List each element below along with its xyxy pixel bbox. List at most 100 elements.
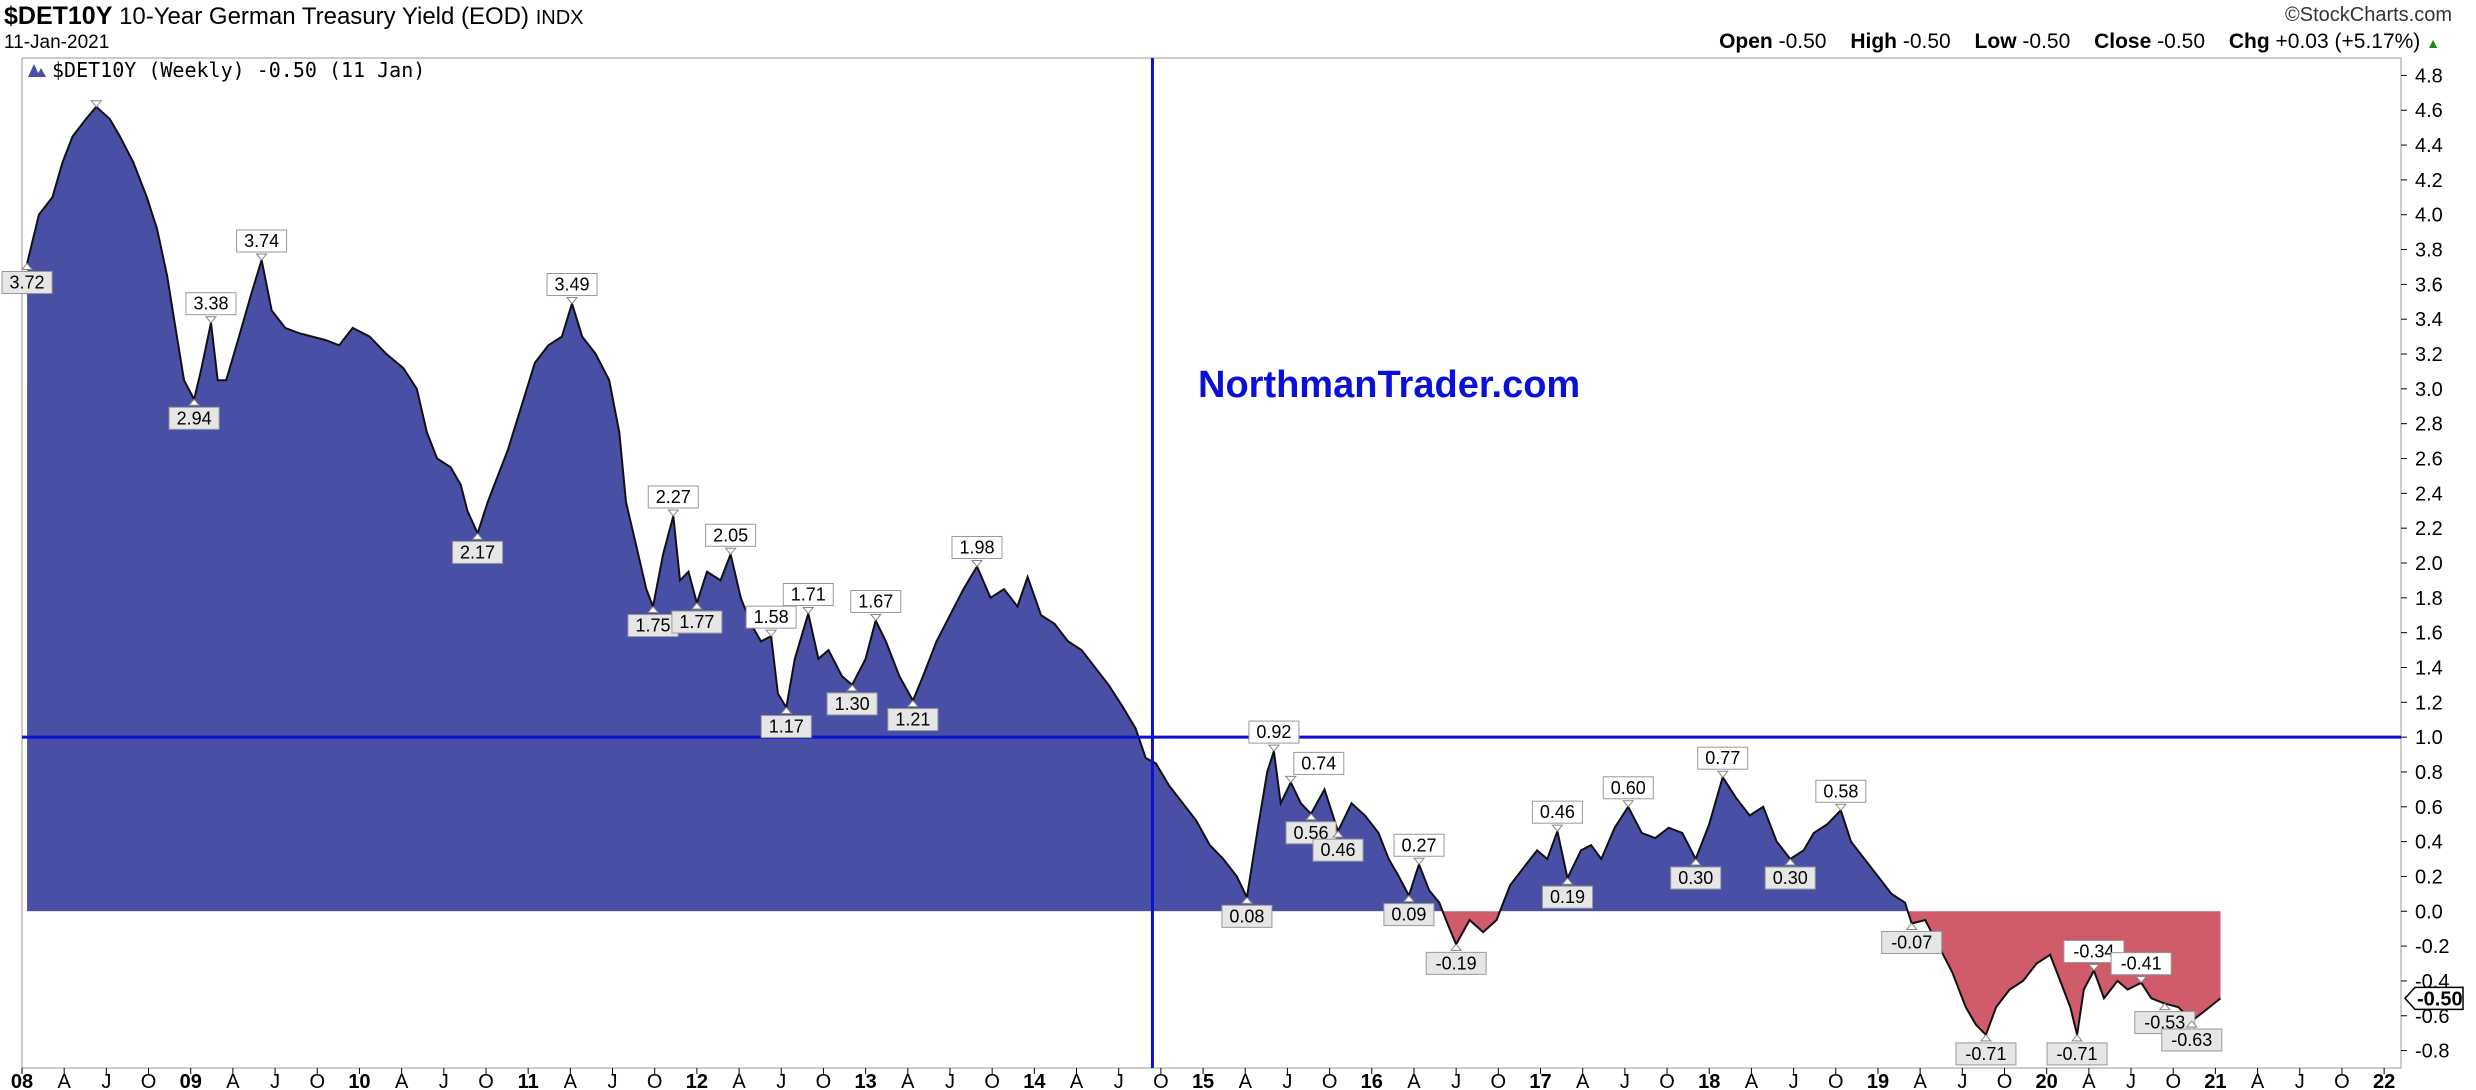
x-tick-label: A bbox=[732, 1071, 746, 1090]
label-box bbox=[2046, 1042, 2108, 1066]
x-tick-label: J bbox=[608, 1071, 618, 1090]
label-box bbox=[2161, 1028, 2223, 1052]
y-tick-label: 1.2 bbox=[2415, 692, 2443, 714]
x-tick-label: O bbox=[1322, 1071, 1338, 1090]
label-pointer bbox=[2087, 963, 2100, 972]
y-tick-label: -0.2 bbox=[2415, 936, 2449, 958]
label-text: 0.77 bbox=[1705, 748, 1740, 768]
data-label: 0.30 bbox=[1670, 858, 1722, 890]
label-text: 0.92 bbox=[1256, 722, 1291, 742]
label-text: 1.58 bbox=[754, 607, 789, 627]
chart-date: 11-Jan-2021 bbox=[4, 32, 110, 53]
x-tick-label: A bbox=[226, 1071, 240, 1090]
label-box bbox=[452, 540, 504, 564]
x-tick-label: 08 bbox=[11, 1071, 33, 1090]
y-tick-label: 2.4 bbox=[2415, 483, 2443, 505]
x-tick-label: O bbox=[816, 1071, 832, 1090]
data-label: -0.34 bbox=[2063, 939, 2125, 972]
label-box bbox=[826, 692, 878, 716]
ohlc-readout: Open -0.50 High -0.50 Low -0.50 Close -0… bbox=[1701, 30, 2440, 54]
legend: $DET10Y (Weekly) -0.50 (11 Jan) bbox=[28, 58, 425, 82]
negative-yield-area bbox=[27, 911, 2221, 1035]
open-value: -0.50 bbox=[1778, 30, 1827, 53]
positive-yield-area bbox=[27, 106, 1908, 912]
data-label: 1.17 bbox=[760, 706, 812, 739]
y-tick-label: 1.4 bbox=[2415, 657, 2443, 679]
label-box bbox=[951, 535, 1003, 559]
label-text: 0.27 bbox=[1402, 835, 1437, 855]
label-pointer bbox=[1622, 800, 1635, 808]
label-text: -0.34 bbox=[2073, 941, 2114, 961]
close-value: -0.50 bbox=[2157, 30, 2206, 53]
y-tick-label: 2.8 bbox=[2415, 414, 2443, 436]
data-label: -0.07 bbox=[1881, 922, 1943, 954]
x-tick-label: J bbox=[1789, 1071, 1799, 1090]
label-box bbox=[1285, 821, 1337, 845]
x-tick-label: O bbox=[1659, 1071, 1675, 1090]
data-label: 3.38 bbox=[185, 292, 237, 324]
label-text: 1.17 bbox=[769, 717, 804, 737]
x-tick-label: 21 bbox=[2204, 1071, 2226, 1090]
data-label: 2.17 bbox=[452, 532, 504, 564]
high-label: High bbox=[1850, 30, 1897, 53]
x-tick-label: O bbox=[1491, 1071, 1507, 1090]
label-box bbox=[1425, 951, 1487, 975]
label-text: 2.94 bbox=[177, 408, 212, 428]
x-tick-label: 14 bbox=[1023, 1071, 1046, 1090]
brand-name: StockCharts.com bbox=[2299, 4, 2452, 26]
x-tick-label: J bbox=[1957, 1071, 1967, 1090]
label-pointer bbox=[869, 613, 882, 622]
chg-label: Chg bbox=[2228, 30, 2270, 53]
x-tick-label: O bbox=[1997, 1071, 2013, 1090]
label-box bbox=[1602, 776, 1654, 800]
label-text: 2.27 bbox=[656, 487, 691, 507]
x-tick-label: J bbox=[1114, 1071, 1124, 1090]
label-pointer bbox=[1412, 857, 1426, 866]
x-tick-label: A bbox=[395, 1071, 409, 1090]
label-box bbox=[1248, 720, 1300, 744]
label-text: 1.77 bbox=[679, 612, 714, 632]
x-tick-label: O bbox=[478, 1071, 494, 1090]
label-pointer bbox=[1784, 858, 1797, 866]
x-tick-label: 20 bbox=[2036, 1071, 2058, 1090]
label-text: 0.30 bbox=[1773, 868, 1808, 888]
label-text: 0.46 bbox=[1321, 840, 1356, 860]
label-text: 2.17 bbox=[460, 542, 495, 562]
watermark: NorthmanTrader.com bbox=[1198, 364, 1580, 406]
label-box bbox=[1, 270, 53, 294]
data-label bbox=[90, 100, 103, 108]
x-tick-label: O bbox=[2334, 1071, 2350, 1090]
label-text: 0.74 bbox=[1301, 753, 1336, 773]
x-tick-label: J bbox=[2295, 1071, 2305, 1090]
data-label: 1.77 bbox=[671, 602, 723, 634]
label-text: -0.53 bbox=[2144, 1013, 2185, 1033]
area-series-icon bbox=[28, 64, 40, 77]
brand[interactable]: ©StockCharts.com bbox=[2285, 4, 2452, 27]
label-pointer bbox=[2158, 1002, 2171, 1011]
data-label: -0.71 bbox=[2046, 1034, 2108, 1066]
label-box bbox=[1697, 746, 1749, 770]
label-pointer bbox=[565, 297, 579, 305]
data-label: 0.77 bbox=[1697, 746, 1749, 778]
x-tick-label: A bbox=[1239, 1071, 1253, 1090]
label-box bbox=[2110, 952, 2172, 976]
copyright-icon: © bbox=[2284, 4, 2300, 26]
label-text: -0.71 bbox=[1965, 1044, 2006, 1064]
y-tick-label: -0.6 bbox=[2415, 1006, 2449, 1028]
low-value: -0.50 bbox=[2022, 30, 2071, 53]
label-text: 3.74 bbox=[244, 231, 279, 251]
label-pointer bbox=[2185, 1020, 2198, 1028]
label-pointer bbox=[1304, 812, 1318, 821]
label-text: 3.49 bbox=[555, 275, 590, 295]
label-text: 0.58 bbox=[1823, 781, 1858, 801]
up-triangle-icon: ▲ bbox=[2426, 35, 2440, 51]
x-tick-label: J bbox=[1451, 1071, 1461, 1090]
label-pointer bbox=[906, 699, 919, 708]
x-tick-label: O bbox=[1828, 1071, 1844, 1090]
label-box bbox=[546, 273, 598, 297]
current-value-tag: -0.50 bbox=[2403, 986, 2464, 1010]
y-tick-label: 4.8 bbox=[2415, 65, 2443, 87]
x-tick-label: J bbox=[439, 1071, 449, 1090]
label-box bbox=[1542, 885, 1594, 909]
